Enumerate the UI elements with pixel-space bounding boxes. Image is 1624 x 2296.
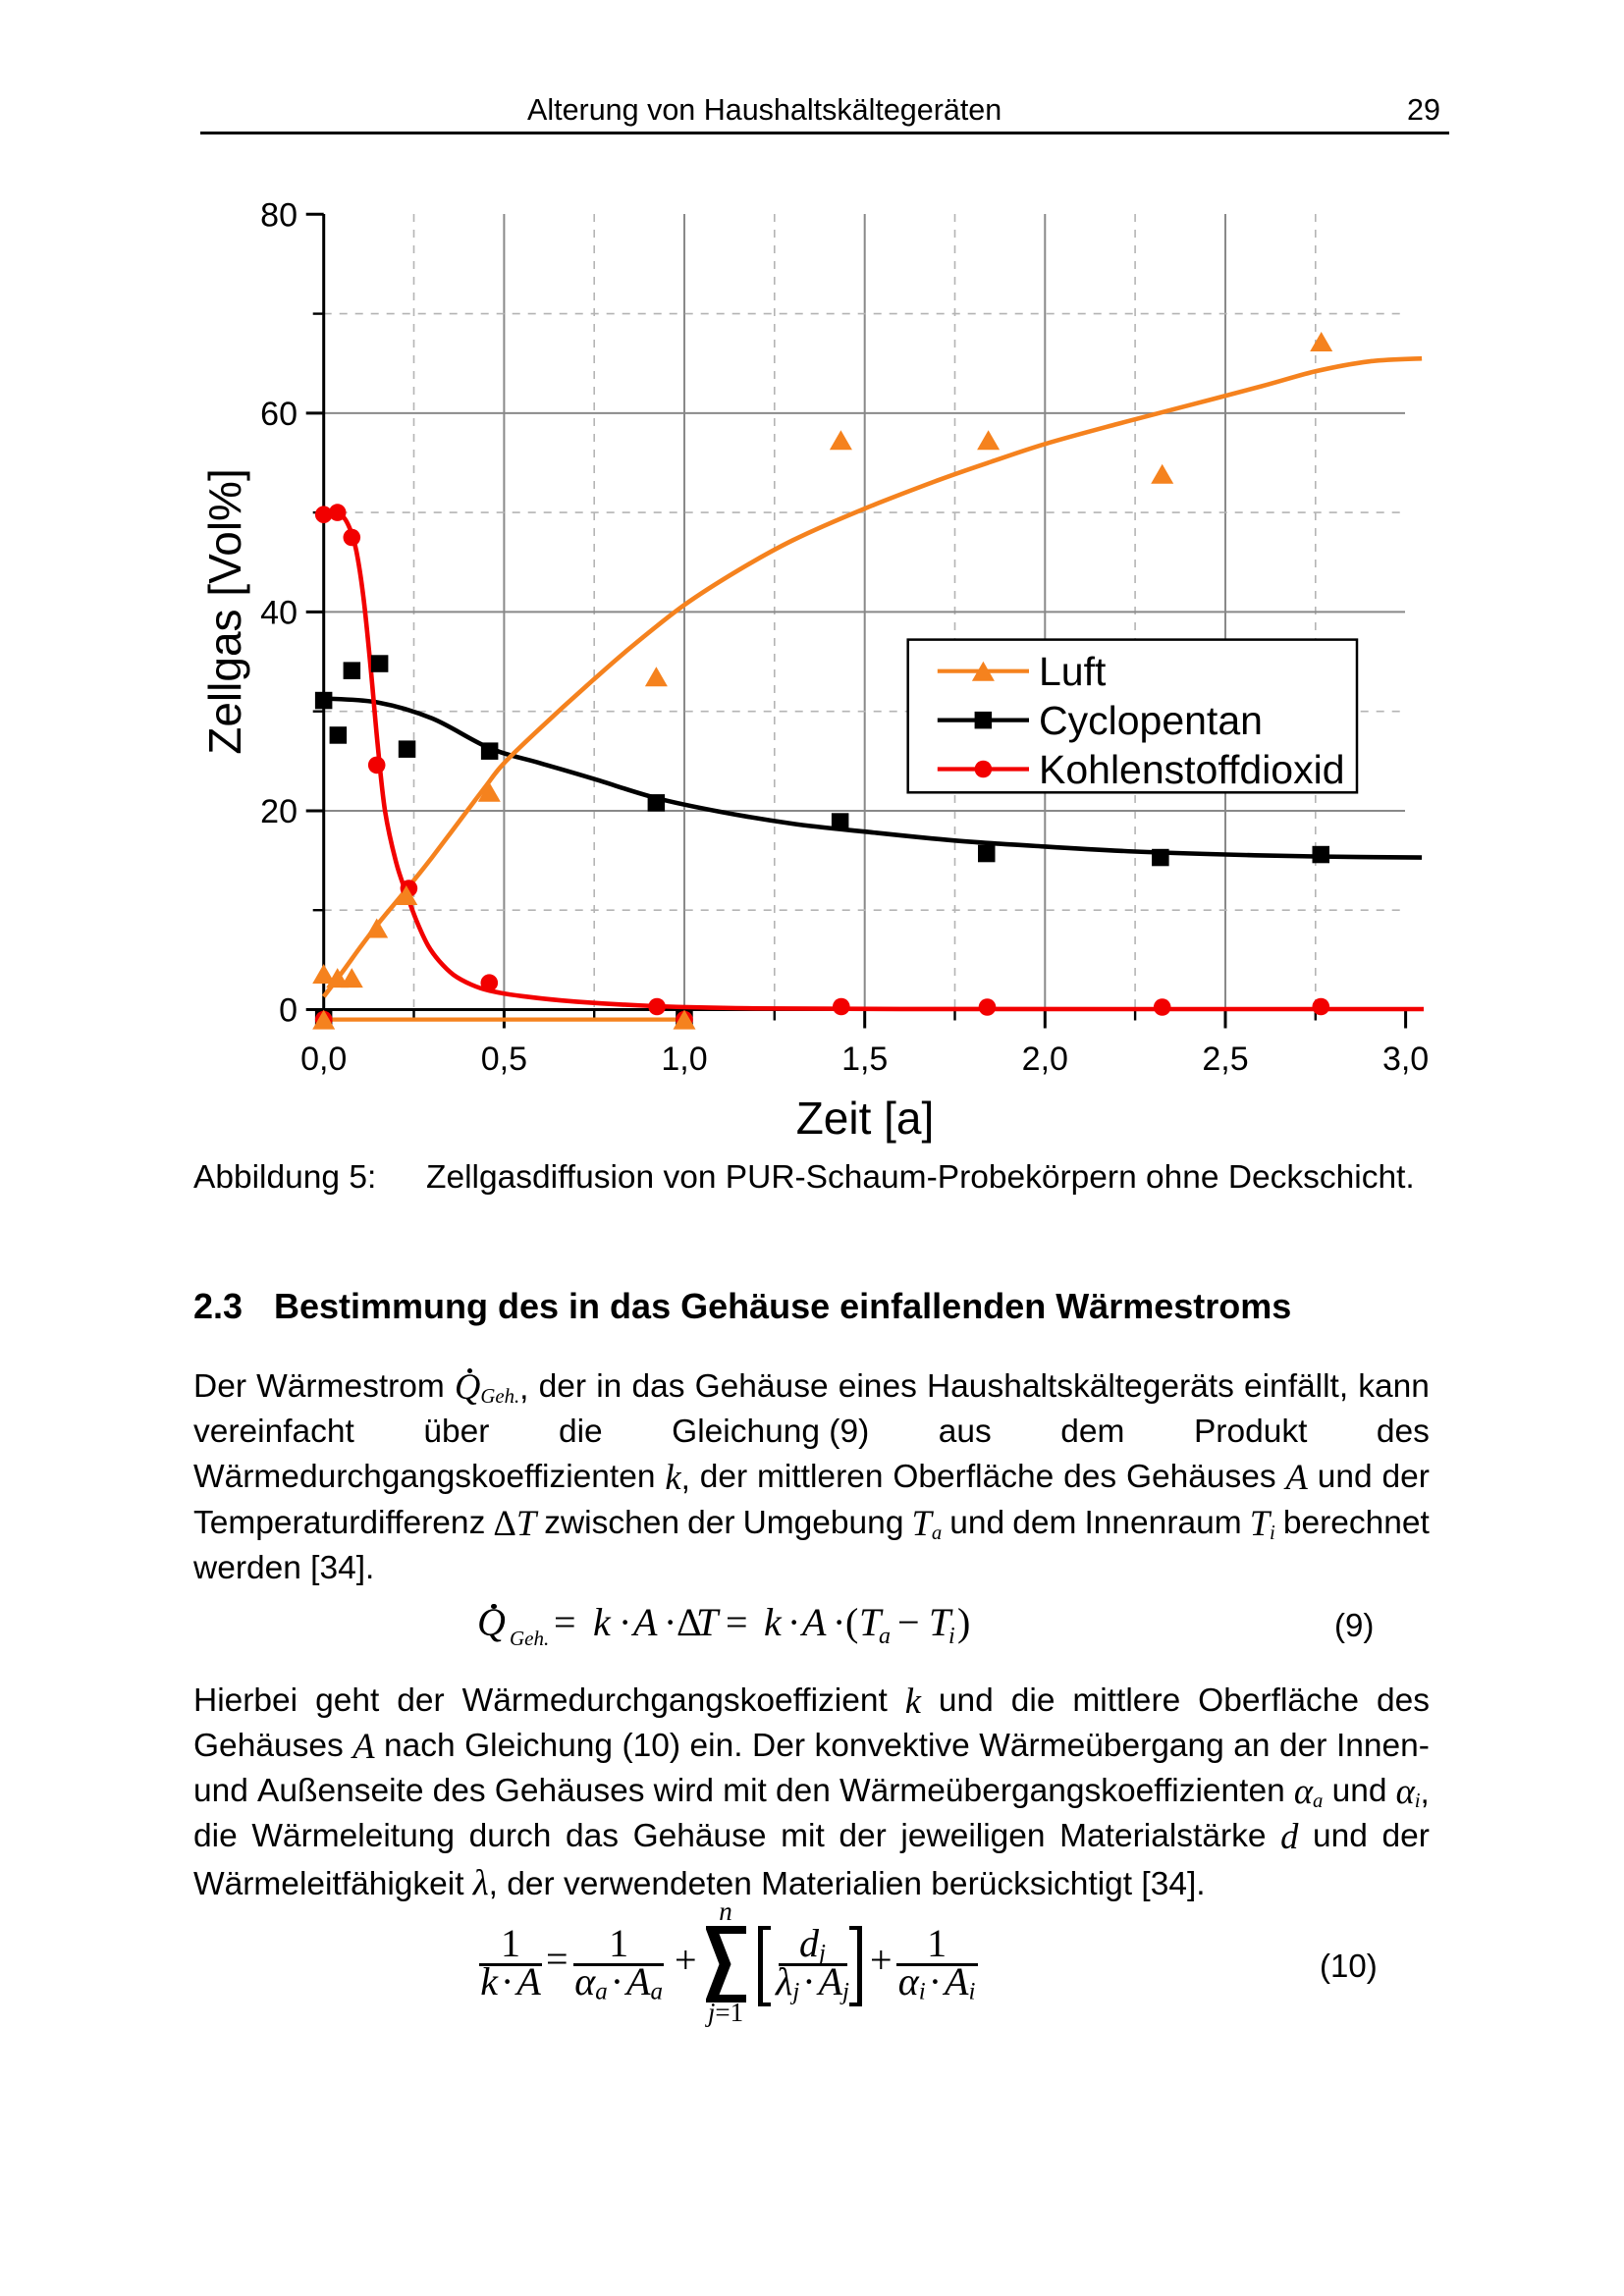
svg-text:0,0: 0,0 [300,1041,347,1078]
svg-text:20: 20 [260,793,298,830]
svg-text:1,5: 1,5 [841,1041,888,1078]
svg-text:1,0: 1,0 [661,1041,707,1078]
svg-text:60: 60 [260,396,298,433]
svg-text:2,0: 2,0 [1022,1041,1068,1078]
svg-text:Zellgas [Vol%]: Zellgas [Vol%] [199,468,250,754]
svg-text:2,5: 2,5 [1202,1041,1248,1078]
svg-text:40: 40 [260,594,298,631]
svg-text:Zeit [a]: Zeit [a] [796,1093,935,1144]
svg-text:0,5: 0,5 [481,1041,527,1078]
svg-text:Cyclopentan: Cyclopentan [1039,698,1263,743]
svg-text:3,0: 3,0 [1382,1041,1429,1078]
svg-text:Kohlenstoffdioxid: Kohlenstoffdioxid [1039,747,1345,792]
svg-text:0: 0 [279,992,298,1030]
svg-text:Luft: Luft [1039,649,1107,694]
svg-text:80: 80 [260,196,298,234]
